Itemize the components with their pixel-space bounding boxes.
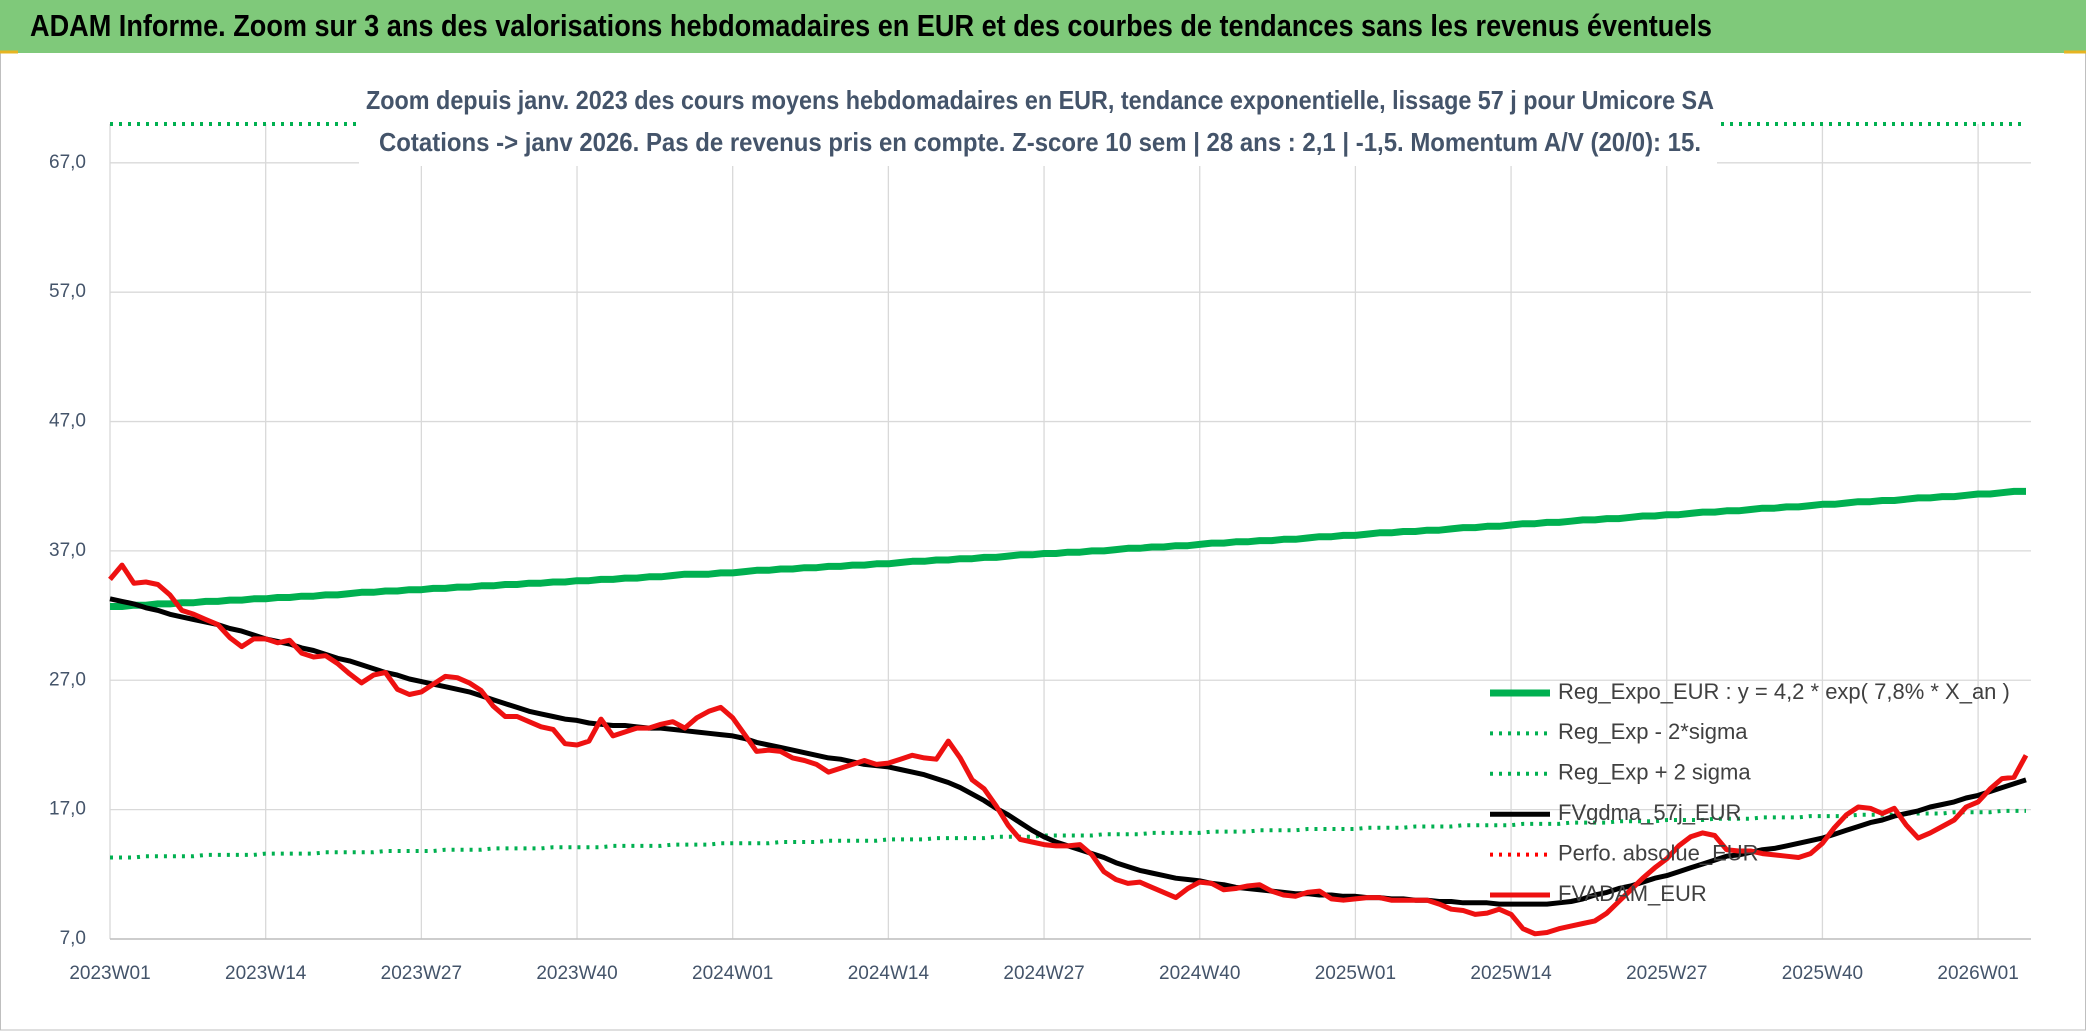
y-tick-label: 17,0 xyxy=(49,799,86,820)
x-tick-label: 2025W40 xyxy=(1782,963,1863,984)
subtitle-background xyxy=(359,80,1717,166)
x-tick-label: 2023W01 xyxy=(69,963,150,984)
y-tick-label: 57,0 xyxy=(49,281,86,302)
legend-label: Reg_Exp + 2 sigma xyxy=(1558,760,1751,785)
y-tick-label: 37,0 xyxy=(49,540,86,561)
x-tick-label: 2023W14 xyxy=(225,963,307,984)
legend-label: Reg_Exp - 2*sigma xyxy=(1558,719,1748,744)
y-tick-label: 67,0 xyxy=(49,152,86,173)
legend-label: Perfo. absolue_EUR xyxy=(1558,840,1759,865)
y-tick-label: 7,0 xyxy=(60,928,86,949)
x-tick-label: 2025W01 xyxy=(1315,963,1396,984)
legend-label: Reg_Expo_EUR : y = 4,2 * exp( 7,8% * X_a… xyxy=(1558,679,2010,704)
x-tick-label: 2023W40 xyxy=(536,963,617,984)
series-line xyxy=(110,487,2026,610)
x-tick-label: 2025W14 xyxy=(1470,963,1552,984)
x-tick-label: 2024W01 xyxy=(692,963,773,984)
legend-label: FVADAM_EUR xyxy=(1558,881,1707,906)
legend: Reg_Expo_EUR : y = 4,2 * exp( 7,8% * X_a… xyxy=(1490,679,2010,906)
x-tick-label: 2026W01 xyxy=(1937,963,2018,984)
y-tick-label: 47,0 xyxy=(49,411,86,432)
plot-lines xyxy=(108,122,2029,937)
legend-label: FVgdma_57j_EUR xyxy=(1558,800,1741,825)
x-tick-label: 2024W27 xyxy=(1003,963,1084,984)
chart-title: ADAM Informe. Zoom sur 3 ans des valoris… xyxy=(30,8,1712,43)
chart-subtitle: Cotations -> janv 2026. Pas de revenus p… xyxy=(379,127,1701,157)
subtitle-box: Zoom depuis janv. 2023 des cours moyens … xyxy=(359,80,1717,166)
x-tick-label: 2024W14 xyxy=(848,963,930,984)
x-tick-label: 2023W27 xyxy=(381,963,462,984)
series-line xyxy=(108,562,2029,937)
chart-frame xyxy=(0,49,2086,1031)
y-tick-label: 27,0 xyxy=(49,669,86,690)
x-tick-label: 2024W40 xyxy=(1159,963,1240,984)
x-tick-label: 2025W27 xyxy=(1626,963,1707,984)
chart-subtitle: Zoom depuis janv. 2023 des cours moyens … xyxy=(366,85,1714,115)
title-bar xyxy=(0,0,2086,53)
